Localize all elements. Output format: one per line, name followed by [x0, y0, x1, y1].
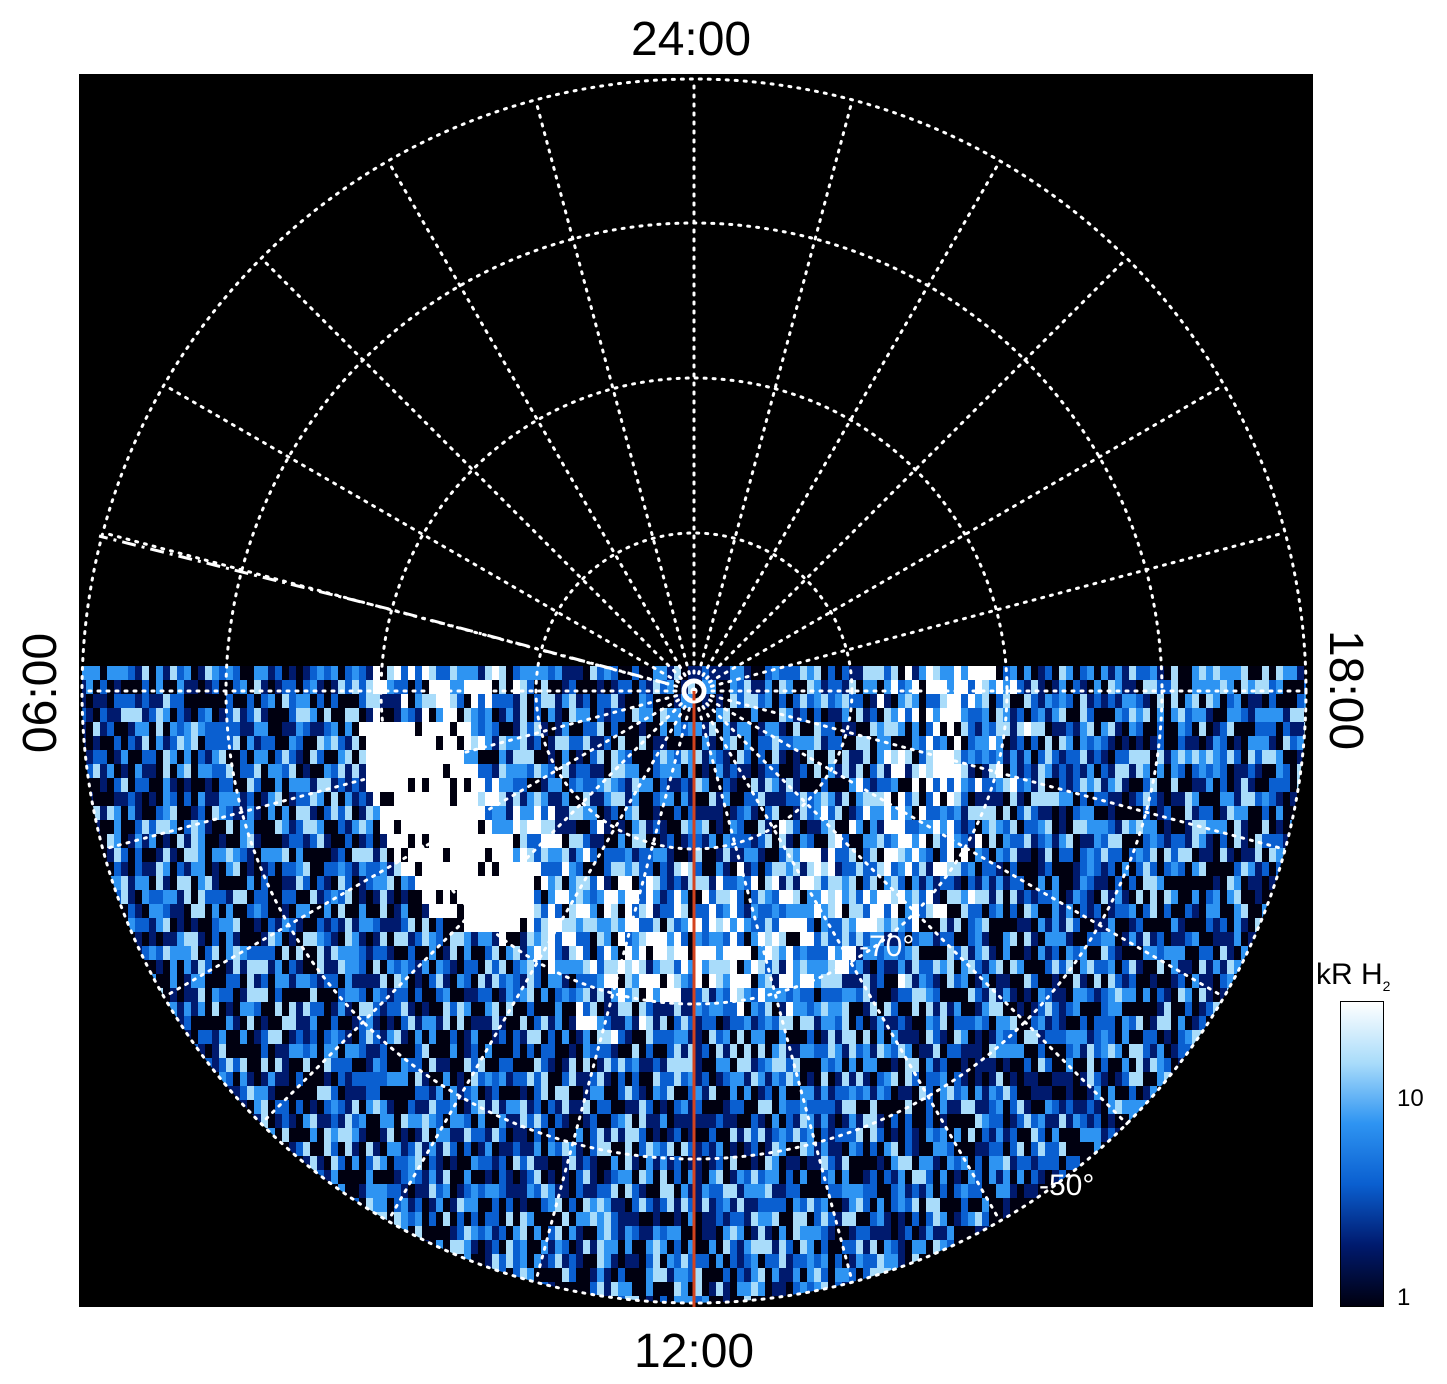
- longitude-line: [692, 689, 854, 1284]
- terminator-dash-line: [98, 534, 670, 686]
- lat-lon-grid: [80, 77, 1308, 1305]
- colorbar: [1340, 1001, 1384, 1307]
- longitude-line: [692, 689, 1002, 1223]
- longitude-line: [534, 98, 696, 693]
- latitude-label-50: -50°: [1039, 1169, 1095, 1202]
- polar-grid-svg: [80, 77, 1308, 1307]
- longitude-line: [162, 383, 696, 693]
- longitude-line: [692, 98, 854, 693]
- latitude-label-70: -70°: [859, 930, 915, 963]
- longitude-line: [692, 159, 1002, 693]
- latitude-circle: [80, 77, 1308, 1305]
- latitude-circle: [534, 531, 854, 851]
- longitude-line: [692, 531, 1287, 693]
- longitude-line: [386, 159, 696, 693]
- longitude-line: [259, 689, 696, 1126]
- colorbar-tick-1: 1: [1397, 1284, 1411, 1311]
- colorbar-title: kR H2: [1316, 958, 1391, 994]
- longitude-line: [692, 689, 1226, 999]
- polar-projection-image: -70° -50°: [79, 74, 1313, 1307]
- latitude-circle: [379, 376, 1009, 1006]
- longitude-line: [692, 256, 1129, 693]
- longitude-line: [692, 689, 1129, 1126]
- local-time-label-24: 24:00: [631, 13, 752, 66]
- longitude-line: [101, 689, 696, 851]
- pole-marker: [681, 678, 707, 704]
- longitude-line: [692, 383, 1226, 693]
- local-time-label-06: 06:00: [14, 632, 67, 754]
- aurora-emission: [82, 666, 1306, 1303]
- local-time-label-18: 18:00: [1319, 629, 1372, 751]
- longitude-line: [259, 256, 696, 693]
- longitude-line: [534, 689, 696, 1284]
- longitude-line: [386, 689, 696, 1223]
- longitude-line: [101, 531, 696, 693]
- longitude-line: [692, 689, 1287, 851]
- colorbar-tick-10: 10: [1397, 1085, 1424, 1112]
- longitude-line: [162, 689, 696, 999]
- local-time-label-12: 12:00: [634, 1325, 755, 1378]
